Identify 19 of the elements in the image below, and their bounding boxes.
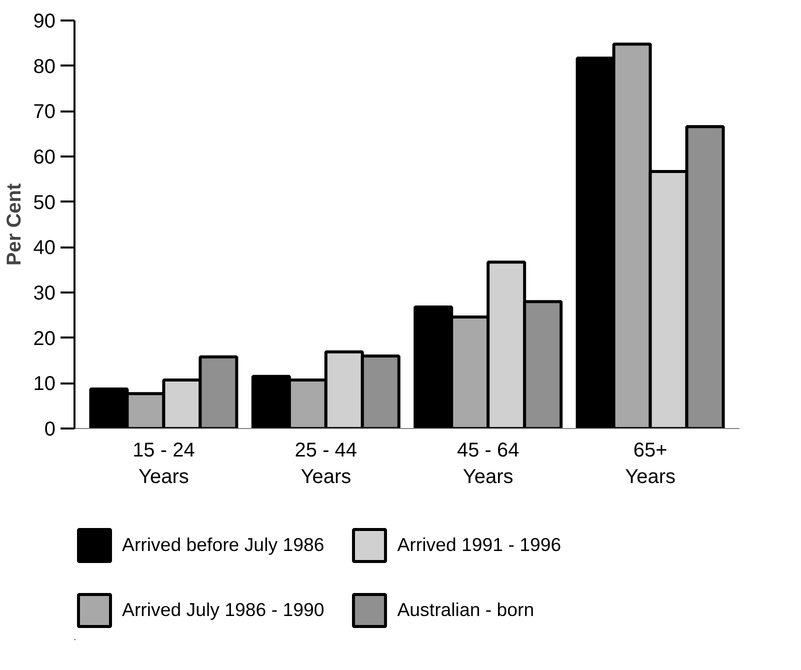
y-tick-label: 50 — [33, 192, 56, 214]
y-tick-label: 90 — [33, 10, 56, 32]
y-tick-label: 40 — [33, 237, 56, 260]
x-tick-label: 65+ Years — [625, 440, 676, 488]
legend-label: Arrived July 1986 - 1990 — [122, 599, 324, 621]
x-tick-label: 25 - 44 Years — [294, 440, 358, 488]
legend-label: Arrived before July 1986 — [122, 534, 324, 556]
y-tick-label: 0 — [44, 418, 56, 440]
y-tick-label: 80 — [33, 56, 56, 78]
legend-label: Australian - born — [397, 599, 534, 621]
y-tick-label: 10 — [33, 373, 56, 396]
y-tick-label: 30 — [33, 282, 56, 304]
y-tick-label: 70 — [33, 101, 56, 124]
y-tick-label: 20 — [33, 328, 56, 350]
x-tick-label: 45 - 64 Years — [456, 440, 520, 488]
legend-label: Arrived 1991 - 1996 — [397, 534, 562, 556]
y-axis-title: Per Cent — [3, 183, 26, 266]
x-tick-label: 15 - 24 Years — [132, 440, 195, 488]
y-tick-label: 60 — [33, 146, 56, 168]
